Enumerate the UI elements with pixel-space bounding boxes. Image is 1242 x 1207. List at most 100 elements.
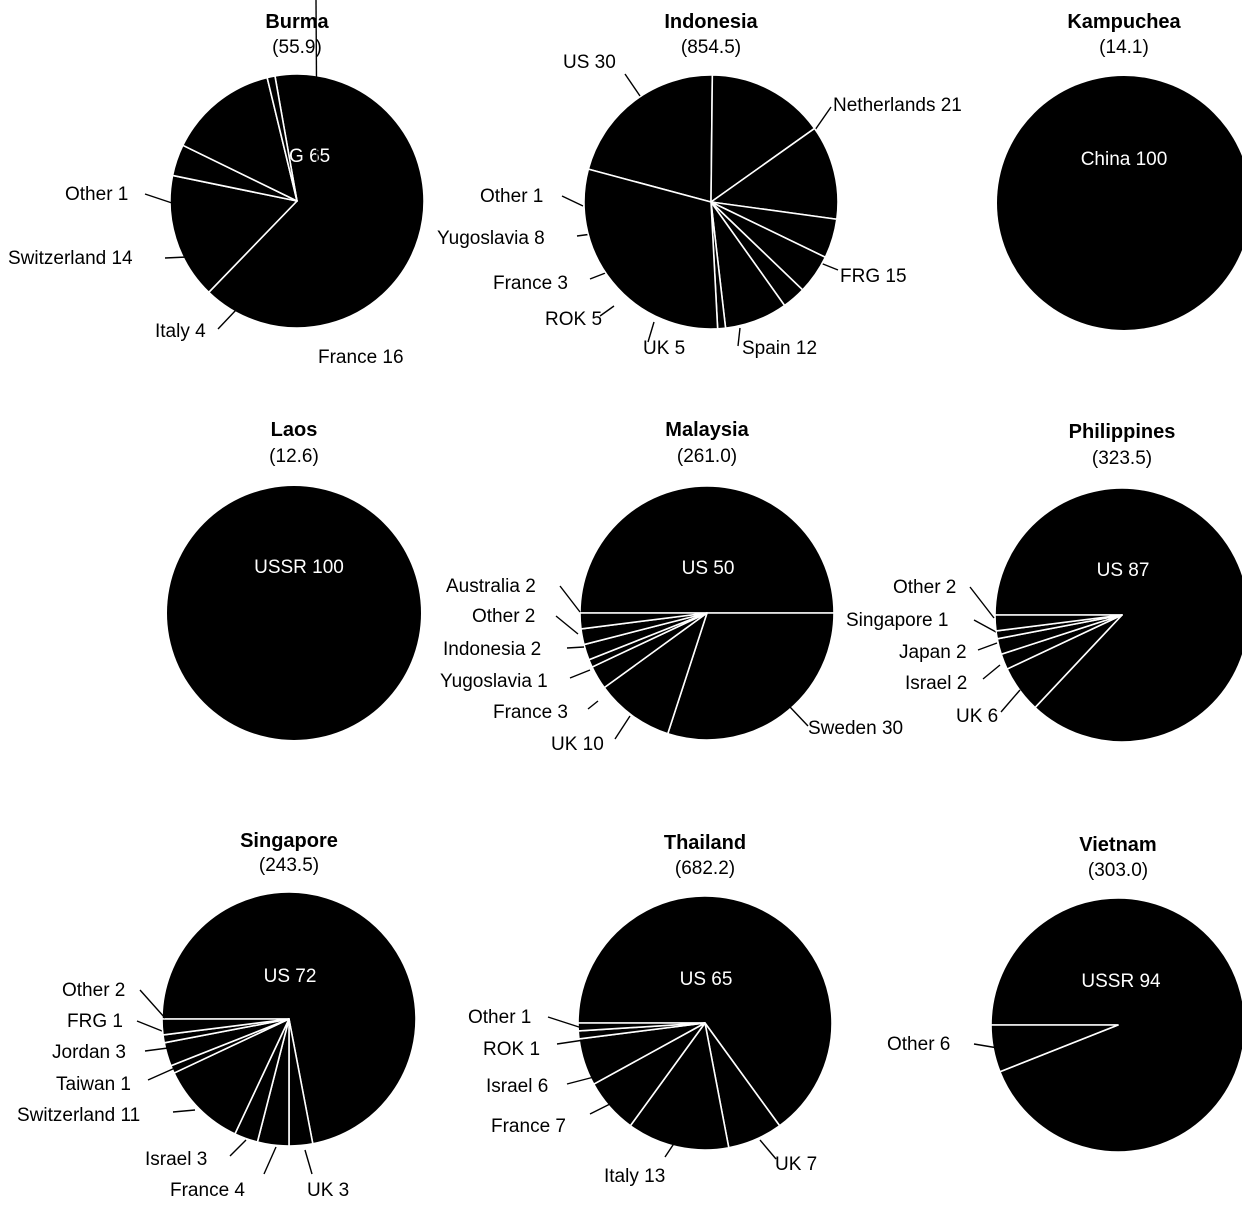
leader-line-indonesia-netherlands bbox=[814, 106, 832, 131]
leader-line-indonesia-spain bbox=[737, 327, 741, 347]
leader-line-malaysia-france bbox=[587, 700, 599, 710]
leader-line-thailand-israel bbox=[566, 1076, 595, 1085]
leader-line-thailand-uk bbox=[759, 1139, 777, 1160]
pie-title-kampuchea: Kampuchea bbox=[1067, 11, 1181, 33]
pie-total-laos: (12.6) bbox=[269, 446, 319, 467]
slice-label-burma-switzerland: Switzerland 14 bbox=[8, 248, 133, 269]
pie-total-vietnam: (303.0) bbox=[1088, 860, 1148, 881]
slice-label-philippines-singapore: Singapore 1 bbox=[846, 610, 948, 631]
leader-line-burma-other bbox=[144, 193, 173, 204]
leader-line-philippines-singapore bbox=[973, 619, 997, 633]
pie-laos: Laos (12.6) USSR 100 bbox=[167, 419, 421, 740]
slice-indonesia-netherlands bbox=[587, 74, 714, 203]
pie-total-malaysia: (261.0) bbox=[677, 446, 737, 467]
slice-label-philippines-us: US 87 bbox=[1097, 560, 1150, 581]
slice-label-indonesia-netherlands: Netherlands 21 bbox=[833, 95, 962, 116]
leader-line-malaysia-other bbox=[555, 615, 579, 635]
pie-singapore: Singapore (243.5) US 72 UK 3 France 4 Israel … bbox=[17, 830, 417, 1201]
leader-line-singapore-jordan bbox=[144, 1047, 169, 1052]
slice-label-indonesia-rok: ROK 5 bbox=[545, 309, 602, 330]
leader-line-philippines-israel bbox=[982, 664, 1001, 680]
leader-line-malaysia-sweden bbox=[789, 706, 809, 727]
pie-title-indonesia: Indonesia bbox=[664, 11, 758, 33]
slice-indonesia-spain bbox=[710, 127, 839, 221]
leader-line-singapore-uk bbox=[304, 1149, 313, 1175]
slice-label-thailand-france: France 7 bbox=[491, 1116, 566, 1137]
leader-line-philippines-other bbox=[969, 586, 995, 619]
slice-label-philippines-uk: UK 6 bbox=[956, 706, 998, 727]
slice-indonesia-frg bbox=[710, 74, 816, 203]
slice-label-malaysia-uk: UK 10 bbox=[551, 734, 604, 755]
leader-line-thailand-italy bbox=[664, 1141, 676, 1158]
pie-title-burma: Burma bbox=[265, 11, 329, 33]
slice-label-indonesia-other: Other 1 bbox=[480, 186, 543, 207]
pie-total-kampuchea: (14.1) bbox=[1099, 37, 1149, 58]
slice-label-vietnam-other: Other 6 bbox=[887, 1034, 950, 1055]
leader-line-malaysia-australia bbox=[559, 585, 581, 613]
slice-burma-switzerland bbox=[182, 76, 298, 202]
leader-line-singapore-other bbox=[139, 989, 166, 1019]
pie-title-philippines: Philippines bbox=[1069, 421, 1176, 443]
pie-total-singapore: (243.5) bbox=[259, 855, 319, 876]
slice-label-indonesia-us: US 30 bbox=[563, 52, 616, 73]
slice-label-singapore-switzerland: Switzerland 11 bbox=[17, 1105, 140, 1126]
slice-label-malaysia-australia: Australia 2 bbox=[446, 576, 536, 597]
slice-label-singapore-israel: Israel 3 bbox=[145, 1149, 207, 1170]
leader-line-burma-italy bbox=[217, 309, 237, 330]
slice-label-burma-italy: Italy 4 bbox=[155, 321, 206, 342]
slice-singapore-us bbox=[161, 891, 417, 1145]
slice-label-philippines-israel: Israel 2 bbox=[905, 673, 967, 694]
leader-line-malaysia-yugoslavia bbox=[569, 669, 591, 679]
leader-line-malaysia-uk bbox=[614, 715, 631, 740]
slice-label-indonesia-france: France 3 bbox=[493, 273, 568, 294]
slice-label-indonesia-frg: FRG 15 bbox=[840, 266, 907, 287]
pie-title-laos: Laos bbox=[271, 419, 318, 441]
slice-vietnam-ussr bbox=[990, 897, 1242, 1153]
slice-label-thailand-us: US 65 bbox=[680, 969, 733, 990]
leader-line-indonesia-other bbox=[561, 195, 584, 207]
slice-label-singapore-jordan: Jordan 3 bbox=[52, 1042, 126, 1063]
slice-label-indonesia-yugoslavia: Yugoslavia 8 bbox=[437, 228, 545, 249]
pie-malaysia: Malaysia (261.0) US 50 Sweden 30 UK 10 France… bbox=[440, 419, 903, 755]
slice-label-burma-other: Other 1 bbox=[65, 184, 128, 205]
slice-label-thailand-italy: Italy 13 bbox=[604, 1166, 665, 1187]
slice-philippines-us bbox=[994, 487, 1242, 743]
slice-label-thailand-other: Other 1 bbox=[468, 1007, 531, 1028]
slice-label-thailand-rok: ROK 1 bbox=[483, 1039, 540, 1060]
slice-philippines-other bbox=[994, 614, 1123, 632]
pie-vietnam: Vietnam (303.0) USSR 94 Other 6 bbox=[887, 834, 1242, 1153]
slice-label-malaysia-indonesia: Indonesia 2 bbox=[443, 639, 541, 660]
pie-title-vietnam: Vietnam bbox=[1079, 834, 1156, 856]
pie-total-burma: (55.9) bbox=[272, 37, 322, 58]
pie-total-philippines: (323.5) bbox=[1092, 448, 1152, 469]
slice-thailand-us bbox=[577, 895, 833, 1127]
slice-label-philippines-other: Other 2 bbox=[893, 577, 956, 598]
slice-kampuchea-china bbox=[997, 76, 1242, 330]
slice-burma-other bbox=[266, 75, 298, 202]
slice-malaysia-australia bbox=[579, 612, 708, 630]
slice-burma-france bbox=[169, 174, 298, 294]
slice-thailand-italy bbox=[629, 1022, 730, 1151]
slice-label-philippines-japan: Japan 2 bbox=[899, 642, 967, 663]
leader-line-singapore-taiwan bbox=[147, 1067, 176, 1081]
slice-malaysia-uk bbox=[603, 612, 708, 735]
leader-line-indonesia-uk bbox=[647, 321, 655, 343]
slice-label-singapore-frg: FRG 1 bbox=[67, 1011, 123, 1032]
slice-label-indonesia-spain: Spain 12 bbox=[742, 338, 817, 359]
pie-thailand: Thailand (682.2) US 65 UK 7 Italy 13 France 7… bbox=[468, 832, 833, 1187]
leader-line-indonesia-us bbox=[624, 73, 641, 97]
slice-label-kampuchea-china: China 100 bbox=[1081, 149, 1168, 170]
slice-label-singapore-uk: UK 3 bbox=[307, 1180, 349, 1201]
slice-label-malaysia-france: France 3 bbox=[493, 702, 568, 723]
leader-line-burma-switzerland bbox=[164, 256, 188, 259]
slice-laos-ussr bbox=[167, 486, 421, 740]
slice-label-malaysia-yugoslavia: Yugoslavia 1 bbox=[440, 671, 548, 692]
pie-philippines: Philippines (323.5) US 87 UK 6 Israel 2 Japan… bbox=[846, 421, 1242, 743]
slice-singapore-other bbox=[161, 1018, 290, 1036]
pie-total-indonesia: (854.5) bbox=[681, 37, 741, 58]
pie-title-malaysia: Malaysia bbox=[665, 419, 749, 441]
slice-malaysia-us bbox=[579, 485, 835, 614]
slice-label-malaysia-us: US 50 bbox=[682, 558, 735, 579]
